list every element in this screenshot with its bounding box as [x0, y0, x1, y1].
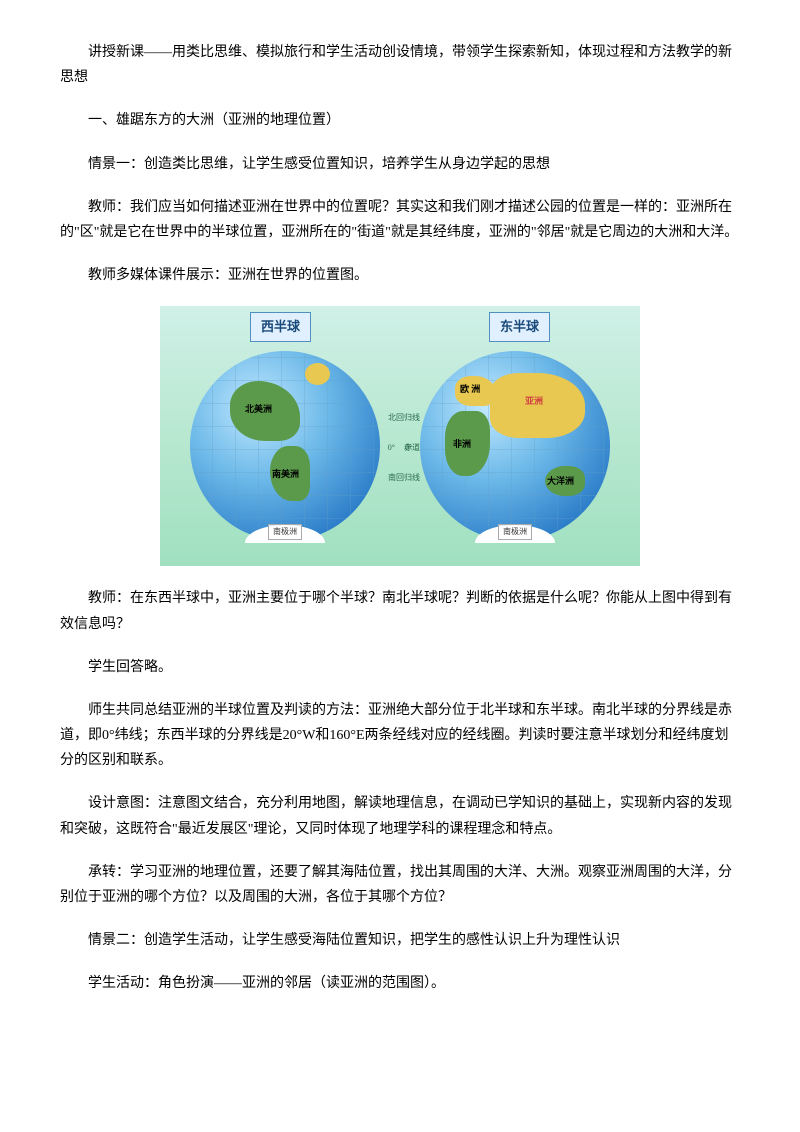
transition-paragraph: 承转：学习亚洲的地理位置，还要了解其海陆位置，找出其周围的大洋、大洲。观察亚洲周…	[60, 860, 740, 910]
west-globe: 北美洲 南美洲 南极洲 北回归线 0° 赤道 南回归线	[190, 351, 380, 541]
asia-label: 亚洲	[525, 393, 543, 409]
equator-west-zero: 0°	[388, 441, 395, 455]
east-hemisphere-label: 东半球	[489, 312, 550, 341]
scenario-1-title: 情景一：创造类比思维，让学生感受位置知识，培养学生从身边学起的思想	[60, 152, 740, 177]
greenland-shape	[305, 363, 330, 385]
media-caption: 教师多媒体课件展示：亚洲在世界的位置图。	[60, 263, 740, 288]
east-globe: 欧 洲 亚洲 非洲 大洋洲 南极洲 0°	[420, 351, 610, 541]
west-hemisphere-label: 西半球	[250, 312, 311, 341]
antarctica-west-label: 南极洲	[268, 524, 302, 540]
summary-paragraph: 师生共同总结亚洲的半球位置及判读的方法：亚洲绝大部分位于北半球和东半球。南北半球…	[60, 698, 740, 774]
student-activity: 学生活动：角色扮演——亚洲的邻居（读亚洲的范围图）。	[60, 971, 740, 996]
north-america-label: 北美洲	[245, 401, 272, 417]
scenario-2-title: 情景二：创造学生活动，让学生感受海陆位置知识，把学生的感性认识上升为理性认识	[60, 928, 740, 953]
south-america-label: 南美洲	[272, 466, 299, 482]
equator-east-zero: 0°	[405, 441, 412, 455]
student-answer-note: 学生回答略。	[60, 655, 740, 680]
oceania-label: 大洋洲	[547, 473, 574, 489]
tropic-cancer-west: 北回归线	[388, 411, 420, 425]
africa-label: 非洲	[453, 436, 471, 452]
design-intent: 设计意图：注意图文结合，充分利用地图，解读地理信息，在调动已学知识的基础上，实现…	[60, 791, 740, 841]
world-hemispheres-map: 西半球 东半球 北美洲 南美洲 南极洲 北回归线 0° 赤道 南回归线 欧 洲 …	[160, 306, 640, 566]
tropic-capricorn-west: 南回归线	[388, 471, 420, 485]
europe-label: 欧 洲	[460, 381, 480, 397]
teacher-question-2: 教师：在东西半球中，亚洲主要位于哪个半球？南北半球呢？判断的依据是什么呢？你能从…	[60, 586, 740, 636]
antarctica-east-label: 南极洲	[498, 524, 532, 540]
teacher-question-1: 教师：我们应当如何描述亚洲在世界中的位置呢？其实这和我们刚才描述公园的位置是一样…	[60, 195, 740, 245]
intro-paragraph: 讲授新课——用类比思维、模拟旅行和学生活动创设情境，带领学生探索新知，体现过程和…	[60, 40, 740, 90]
section-heading: 一、雄踞东方的大洲（亚洲的地理位置）	[60, 108, 740, 133]
